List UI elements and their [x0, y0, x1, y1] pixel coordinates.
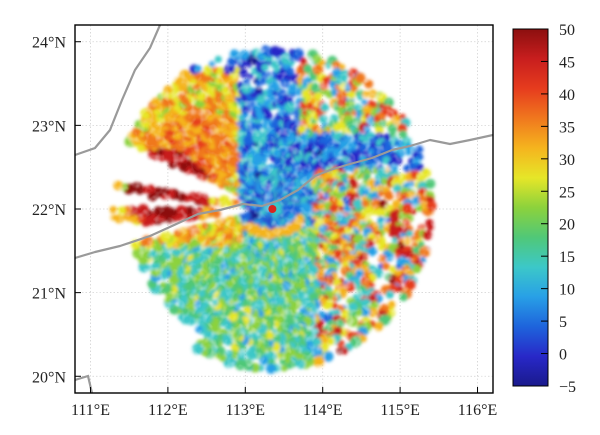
colorbar-tick-label: 25: [559, 184, 575, 201]
x-tick-label: 112°E: [148, 402, 188, 419]
colorbar-tick-label: 20: [559, 217, 575, 234]
colorbar-tick-label: −5: [559, 379, 576, 396]
colorbar-tick-label: 15: [559, 249, 575, 266]
colorbar-tick-label: 35: [559, 119, 575, 136]
y-axis: 20°N 21°N 22°N 23°N 24°N: [32, 35, 81, 386]
radar-site-marker: [268, 205, 277, 213]
x-axis: 111°E 112°E 113°E 114°E 115°E 116°E: [71, 387, 497, 419]
y-tick-label: 20°N: [32, 369, 66, 386]
x-tick-label: 114°E: [303, 402, 343, 419]
x-tick-label: 116°E: [458, 402, 498, 419]
y-tick-label: 22°N: [32, 202, 66, 219]
colorbar-tick-label: 40: [559, 87, 575, 104]
colorbar-tick-label: 50: [559, 22, 575, 39]
y-tick-label: 23°N: [32, 118, 66, 135]
x-tick-label: 113°E: [226, 402, 266, 419]
colorbar-tick-label: 5: [559, 314, 567, 331]
x-tick-label: 111°E: [71, 402, 110, 419]
colorbar: [512, 28, 549, 387]
x-tick-label: 115°E: [380, 402, 420, 419]
echo-texture: [75, 25, 493, 393]
y-tick-label: 24°N: [32, 35, 66, 52]
y-tick-label: 21°N: [32, 286, 66, 303]
colorbar-tick-label: 0: [559, 347, 567, 364]
colorbar-tick-label: 30: [559, 152, 575, 169]
colorbar-tick-label: 45: [559, 54, 575, 71]
colorbar-tick-label: 10: [559, 282, 575, 299]
